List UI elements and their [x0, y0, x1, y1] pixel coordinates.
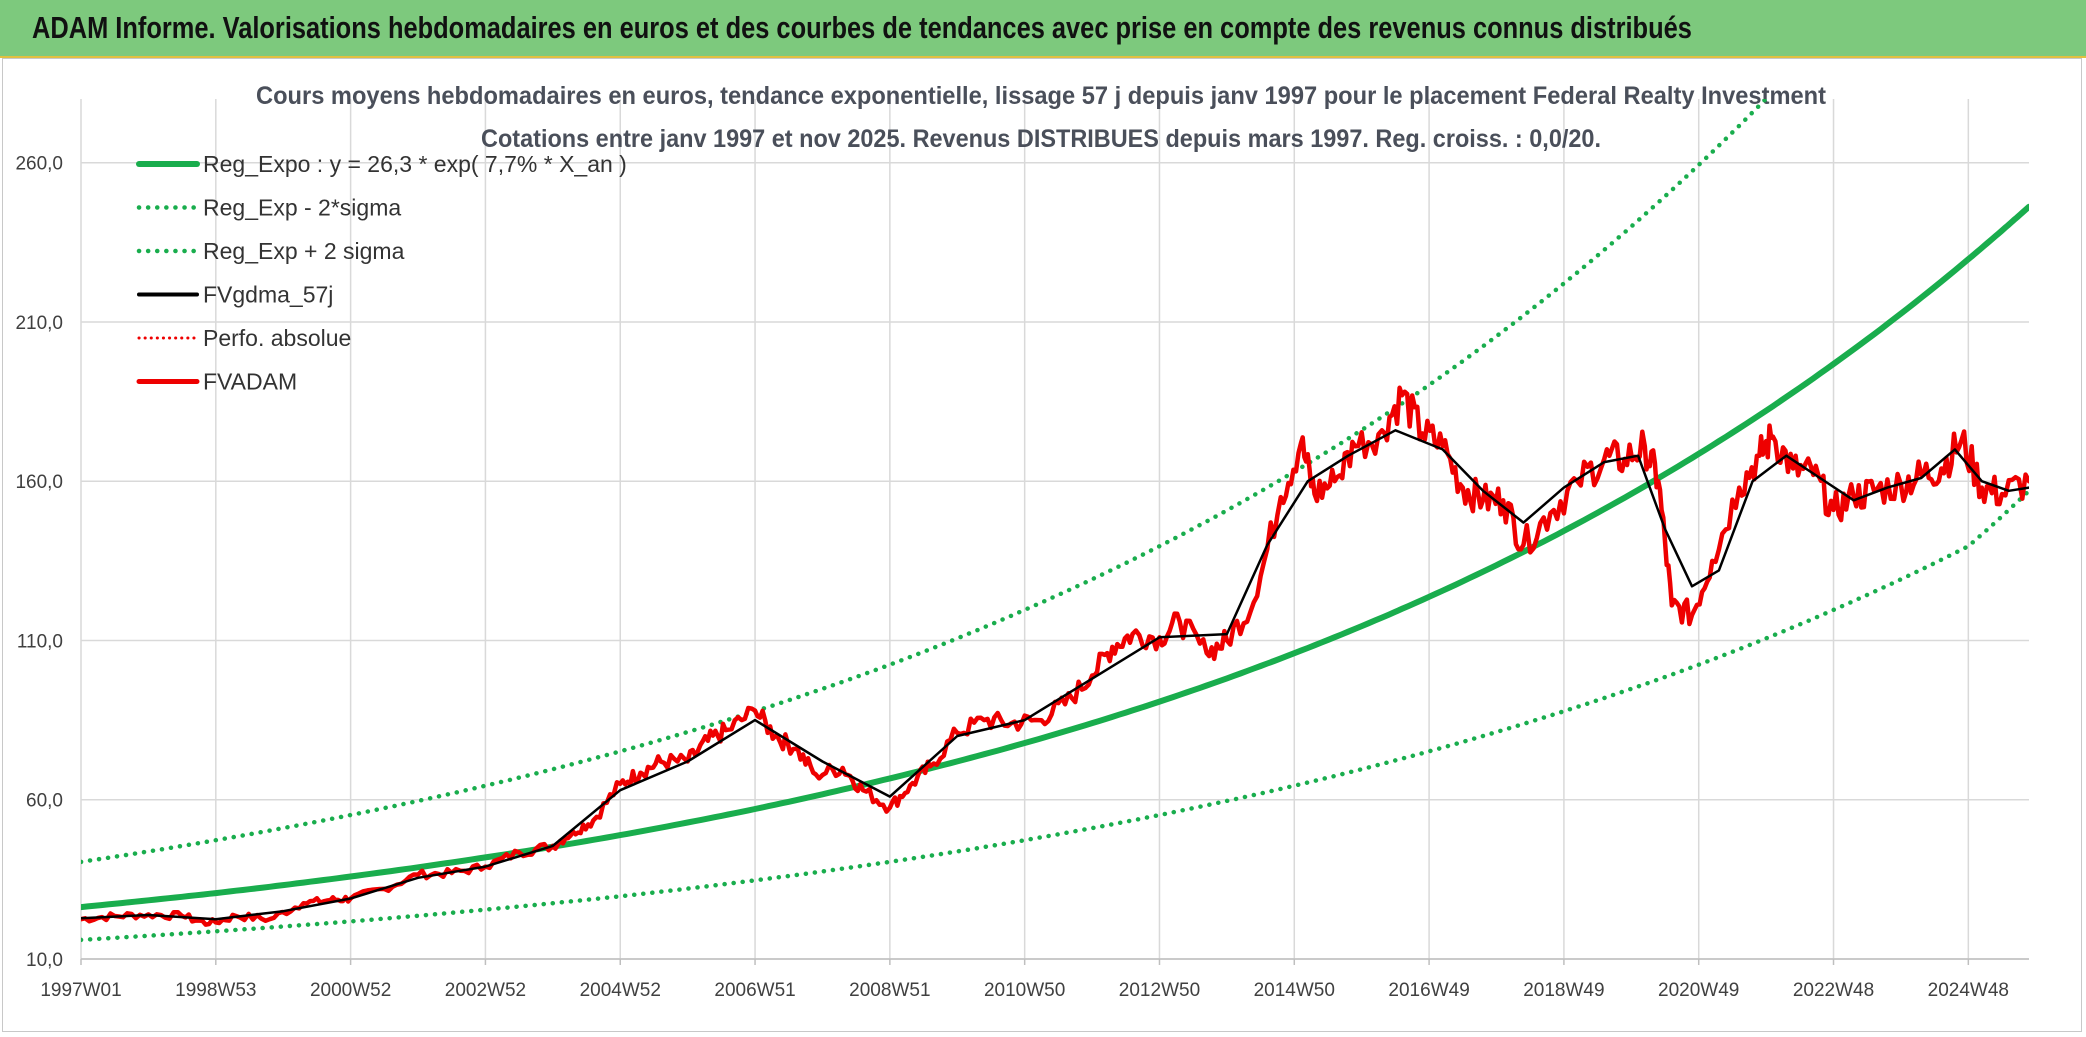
x-tick-label: 2016W49	[1388, 980, 1469, 1001]
x-tick-label: 2018W49	[1523, 980, 1604, 1001]
x-tick-label: 2022W48	[1793, 980, 1874, 1001]
legend-label: Reg_Expo : y = 26,3 * exp( 7,7% * X_an )	[203, 151, 627, 177]
series-layer	[81, 99, 2029, 943]
x-tick-label: 2014W50	[1254, 980, 1335, 1001]
series-reg-exp-2-sigma	[81, 99, 1769, 865]
legend: Reg_Expo : y = 26,3 * exp( 7,7% * X_an )…	[136, 151, 627, 395]
x-axis-ticks: 1997W01 1998W53 2000W52 2002W52 2004W52 2006W…	[40, 959, 2009, 1001]
x-tick-label: 2006W51	[714, 980, 795, 1001]
series-fvgdma-57j	[81, 429, 2029, 921]
series-fvadam	[81, 385, 2029, 927]
x-tick-label: 2024W48	[1928, 980, 2009, 1001]
legend-label: FVADAM	[203, 369, 297, 395]
y-tick-label: 210,0	[15, 313, 63, 334]
x-tick-label: 2008W51	[849, 980, 930, 1001]
y-tick-label: 10,0	[26, 950, 63, 971]
chart-title: Cours moyens hebdomadaires en euros, ten…	[256, 82, 1827, 110]
x-tick-label: 2000W52	[310, 980, 391, 1001]
y-tick-label: 60,0	[26, 791, 63, 812]
x-tick-label: 1998W53	[175, 980, 256, 1001]
series-reg-exp-2-sigma	[81, 488, 2029, 943]
x-tick-label: 2020W49	[1658, 980, 1739, 1001]
chart-canvas: Cours moyens hebdomadaires en euros, ten…	[15, 82, 2029, 1001]
y-tick-label: 110,0	[17, 631, 63, 652]
x-tick-label: 2002W52	[445, 980, 526, 1001]
legend-label: FVgdma_57j	[203, 282, 333, 308]
x-tick-label: 2012W50	[1119, 980, 1200, 1001]
x-tick-label: 1997W01	[40, 980, 121, 1001]
grid-lines	[80, 99, 2029, 960]
x-tick-label: 2004W52	[580, 980, 661, 1001]
report-title: ADAM Informe. Valorisations hebdomadaire…	[32, 10, 1692, 45]
legend-label: Perfo. absolue	[203, 325, 351, 351]
chart-frame: Cours moyens hebdomadaires en euros, ten…	[2, 58, 2082, 1032]
series-reg-expo	[81, 203, 2029, 911]
y-axis-ticks: 10,0 60,0 110,0 160,0 210,0 260,0	[15, 154, 63, 971]
legend-label: Reg_Exp - 2*sigma	[203, 195, 401, 221]
chart-subtitle: Cotations entre janv 1997 et nov 2025. R…	[481, 125, 1601, 153]
y-tick-label: 260,0	[15, 154, 63, 175]
report-banner: ADAM Informe. Valorisations hebdomadaire…	[0, 0, 2086, 58]
x-tick-label: 2010W50	[984, 980, 1065, 1001]
y-tick-label: 160,0	[15, 472, 63, 493]
legend-label: Reg_Exp + 2 sigma	[203, 238, 405, 264]
